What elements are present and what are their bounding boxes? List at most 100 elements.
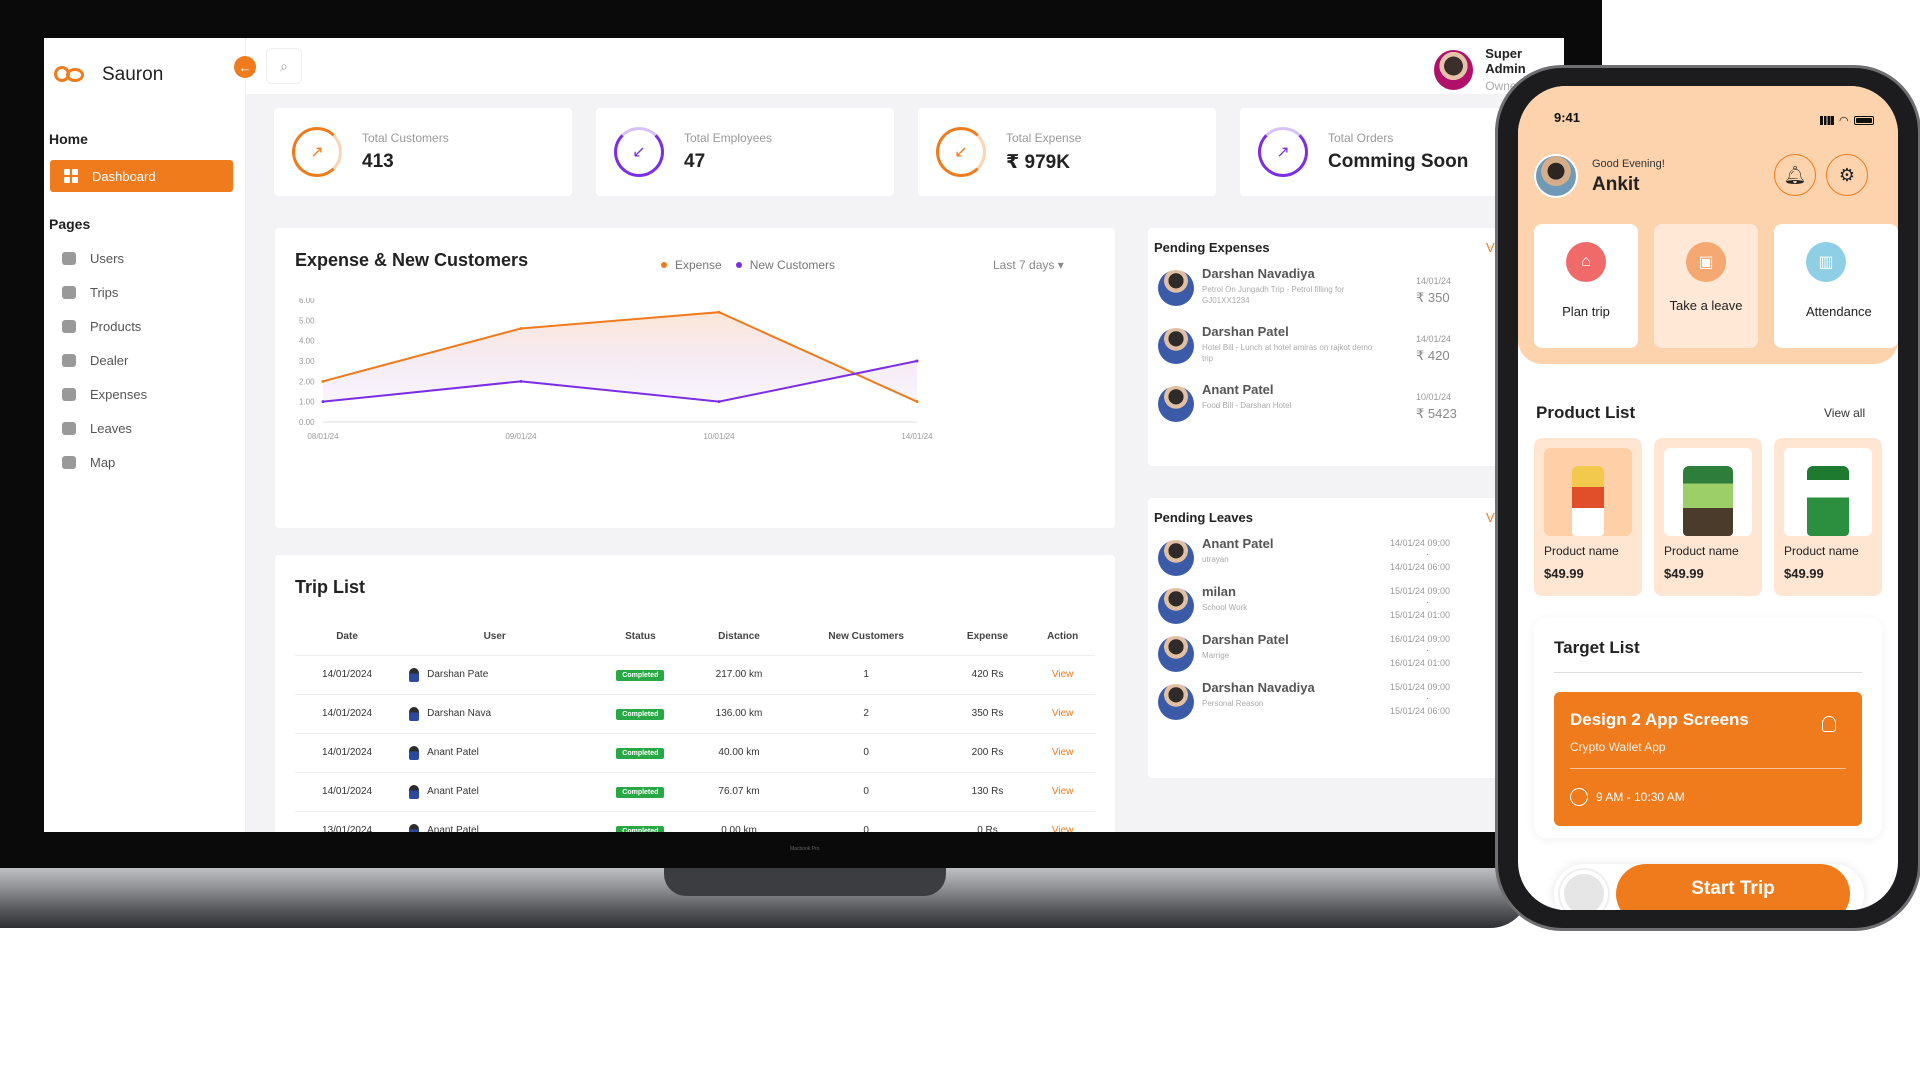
slider-knob[interactable] [1560, 870, 1608, 910]
y-tick-label: 3.00 [299, 357, 315, 366]
pending-expense-item[interactable]: Anant Patel Food Bill - Darshan Hotel 10/0… [1158, 380, 1518, 430]
expense-date: 14/01/24 [1416, 334, 1452, 344]
divider [1570, 768, 1846, 769]
data-point[interactable] [321, 379, 325, 383]
table-row[interactable]: 14/01/2024 Darshan Nava Completed 136.00 km… [295, 693, 1095, 733]
legend-dot [735, 262, 742, 268]
table-row[interactable]: 14/01/2024 Anant Patel Completed 76.07 km 0 1… [295, 771, 1095, 811]
avatar[interactable] [1534, 154, 1578, 198]
data-point[interactable] [321, 400, 325, 404]
handshake-icon [62, 353, 76, 367]
data-point[interactable] [717, 310, 721, 314]
product-card[interactable]: Product name $49.99 [1534, 438, 1642, 596]
data-point[interactable] [915, 359, 919, 363]
employee-name: Darshan Patel [1202, 632, 1289, 647]
series-line-new-customers[interactable] [322, 360, 918, 403]
data-point[interactable] [915, 400, 919, 404]
data-point[interactable] [717, 400, 721, 404]
bell-icon: 🔔︎ [1783, 164, 1807, 185]
table-row[interactable]: 14/01/2024 Darshan Pate Completed 217.00 km… [295, 654, 1095, 694]
search-button[interactable]: ⌕ [266, 48, 302, 84]
column-header: Date [336, 631, 358, 643]
product-card[interactable]: Product name $49.99 [1774, 438, 1882, 596]
avatar [1158, 588, 1194, 624]
pending-leave-item[interactable]: Darshan Patel Marrige 16/01/24 09:00 · 16/01… [1158, 630, 1518, 680]
bell-icon[interactable] [1822, 716, 1836, 732]
column-header: Distance [718, 631, 760, 643]
pending-leave-item[interactable]: milan School Work 15/01/24 09:00 · 15/01/24 … [1158, 582, 1518, 632]
leave-to: 16/01/24 01:00 [1390, 658, 1451, 668]
start-trip-button[interactable]: Start Trip [1616, 864, 1850, 910]
sidebar-item-products[interactable]: Products [62, 309, 147, 343]
table-row[interactable]: 13/01/2024 Anant Patel Completed 0.00 km 0 0 … [295, 810, 1095, 832]
data-point[interactable] [519, 326, 523, 330]
employee-name: Darshan Patel [1202, 324, 1289, 339]
home-heading: Home [49, 131, 88, 147]
arrow-down-left-icon: ↙ [614, 127, 664, 177]
arrow-down-left-icon: ↙ [936, 127, 986, 177]
pending-leave-item[interactable]: Darshan Navadiya Personal Reason 15/01/24 … [1158, 678, 1518, 728]
legend-label: New Customers [749, 258, 836, 272]
pending-leave-item[interactable]: Anant Patel utrayan 14/01/24 09:00 · 14/01/2… [1158, 534, 1518, 584]
view-link[interactable]: View [1051, 669, 1074, 680]
product-image [1784, 448, 1872, 536]
sidebar-item-users[interactable]: Users [62, 241, 147, 275]
cell-date: 14/01/2024 [295, 654, 400, 694]
view-link[interactable]: View [1051, 747, 1074, 758]
trip-list-panel: Trip List Date User Status Distance New Cust… [275, 555, 1115, 832]
sidebar-item-leaves[interactable]: Leaves [62, 411, 147, 445]
view-link[interactable]: View [1051, 708, 1074, 719]
table-row[interactable]: 14/01/2024 Anant Patel Completed 40.00 km 0 2… [295, 732, 1095, 772]
cell-action: View [1030, 693, 1095, 733]
sidebar-item-dealer[interactable]: Dealer [62, 343, 147, 377]
legend-expense[interactable]: Expense [661, 258, 722, 272]
y-tick-label: 6.00 [299, 298, 315, 305]
view-all-link[interactable]: View all [1824, 406, 1866, 420]
arrow-left-icon: ← [238, 59, 252, 75]
product-card[interactable]: Product name $49.99 [1654, 438, 1762, 596]
status-time: 9:41 [1554, 110, 1581, 125]
cell-status: Completed [590, 732, 691, 772]
product-image [1664, 448, 1752, 536]
range-dropdown[interactable]: Last 7 days ▾ [993, 258, 1064, 272]
pending-expenses-panel: Pending Expenses View Darshan NavadiyaPe… [1148, 228, 1548, 466]
column-header: Expense [966, 631, 1009, 643]
y-tick-label: 0.00 [299, 418, 315, 427]
legend-label: Expense [675, 258, 722, 272]
view-link[interactable]: View [1051, 786, 1074, 797]
task-card[interactable]: Design 2 App Screens Crypto Wallet App 9… [1554, 692, 1862, 826]
user-icon [409, 823, 420, 832]
sidebar-item-expenses[interactable]: Expenses [62, 377, 147, 411]
status-badge: Completed [616, 670, 665, 681]
series-line-expense[interactable] [322, 311, 918, 403]
sidebar-item-label: Dealer [90, 352, 129, 368]
pending-leaves-title: Pending Leaves [1154, 510, 1253, 525]
sidebar-item-dashboard[interactable]: Dashboard [50, 160, 233, 192]
cell-date: 14/01/2024 [295, 732, 400, 772]
tile-plan-trip[interactable]: ⌂ Plan trip [1534, 224, 1638, 348]
coins-icon [62, 387, 76, 401]
users-icon [62, 251, 76, 265]
view-link[interactable]: View [1051, 825, 1074, 832]
sidebar-item-map[interactable]: Map [62, 445, 147, 479]
collapse-sidebar-button[interactable]: ← [234, 56, 256, 78]
tile-attendance[interactable]: ▥ Attendance [1774, 224, 1898, 348]
tile-take-leave[interactable]: ▣ Take a leave [1654, 224, 1758, 348]
pending-expense-item[interactable]: Darshan Patel Hotel Bill - Lunch at hotel… [1158, 322, 1518, 372]
y-tick-label: 2.00 [299, 377, 315, 386]
data-point[interactable] [519, 379, 523, 383]
cell-date: 14/01/2024 [295, 693, 400, 733]
start-trip-slider[interactable]: Start Trip [1554, 864, 1864, 910]
legend-new-customers[interactable]: New Customers [735, 258, 836, 272]
phone-frame: 9:41 ◠ Good Evening! Ankit 🔔︎ ⚙ ⌂ Plan t… [1498, 68, 1918, 928]
pending-expenses-title: Pending Expenses [1154, 240, 1270, 255]
avatar [1158, 386, 1194, 422]
sidebar-item-trips[interactable]: Trips [62, 275, 147, 309]
notification-button[interactable]: 🔔︎ [1774, 154, 1816, 196]
cell-action: View [1030, 732, 1095, 772]
settings-button[interactable]: ⚙ [1826, 154, 1868, 196]
leave-reason: Personal Reason [1202, 699, 1264, 708]
cell-customers: 2 [787, 693, 945, 733]
pending-expense-item[interactable]: Darshan Navadiya Petrol On Jungadh Trip -… [1158, 264, 1518, 314]
sidebar-item-label: Trips [90, 284, 119, 300]
